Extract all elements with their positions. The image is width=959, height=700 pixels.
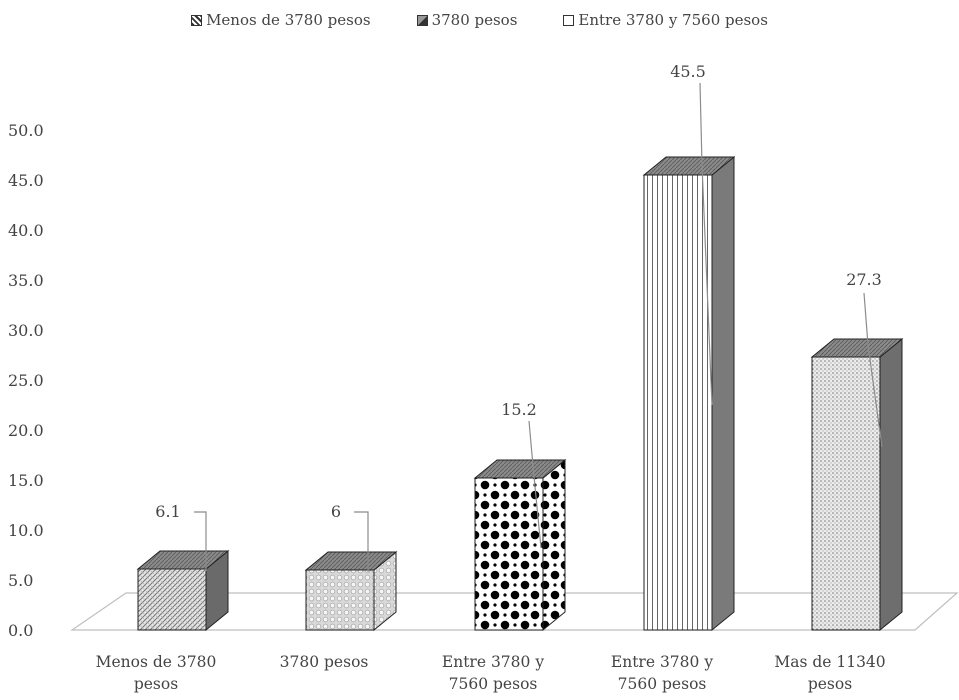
leader-line — [354, 511, 369, 572]
y-tick-label: 40.0 — [8, 221, 44, 240]
bar-front — [643, 174, 713, 631]
bar-front — [474, 477, 544, 631]
data-label: 6.1 — [155, 502, 180, 521]
category-label: Entre 3780 y — [442, 653, 544, 671]
y-tick-label: 45.0 — [8, 171, 44, 190]
category-label: Mas de 11340 — [774, 653, 885, 671]
leader-line — [528, 420, 542, 549]
y-tick-label: 5.0 — [8, 571, 33, 590]
y-axis: 0.0 5.0 10.0 15.0 20.0 25.0 30.0 35.0 40.0 45.0 50… — [8, 121, 44, 640]
category-label: Menos de 3780 — [96, 653, 217, 671]
y-tick-label: 30.0 — [8, 321, 44, 340]
leader-line — [863, 292, 883, 448]
category-label: pesos — [134, 675, 178, 693]
legend-item-1: 3780 pesos — [416, 6, 518, 34]
bar-side — [711, 155, 735, 632]
data-label: 15.2 — [501, 400, 537, 419]
bar — [642, 155, 736, 632]
bar-side — [879, 337, 903, 632]
x-axis: Menos de 3780 pesos 3780 pesos Entre 3780 y… — [96, 653, 886, 693]
y-tick-label: 25.0 — [8, 371, 44, 390]
legend-item-0: Menos de 3780 pesos — [191, 6, 371, 34]
bar — [304, 550, 398, 632]
bar — [473, 458, 567, 632]
category-label: Entre 3780 y — [611, 653, 713, 671]
legend-item-2: Entre 3780 y 7560 pesos — [563, 6, 768, 34]
data-label: 27.3 — [846, 270, 882, 289]
legend-swatch-icon — [191, 14, 203, 26]
category-label: 7560 pesos — [618, 675, 707, 693]
leader-lines — [194, 82, 883, 572]
bar — [810, 337, 904, 632]
y-tick-label: 35.0 — [8, 271, 44, 290]
legend-label: Entre 3780 y 7560 pesos — [578, 11, 768, 29]
category-label: pesos — [808, 675, 852, 693]
legend-swatch-icon — [416, 14, 428, 26]
bar — [136, 549, 230, 632]
chart-floor — [70, 592, 959, 631]
bar-front — [137, 568, 207, 631]
leader-line — [194, 511, 207, 571]
data-labels: 6.1 6 15.2 45.5 27.3 — [155, 62, 882, 521]
y-tick-label: 50.0 — [8, 121, 44, 140]
legend-swatch-icon — [563, 14, 575, 26]
bar-front — [811, 356, 881, 631]
data-label: 6 — [331, 502, 341, 521]
y-tick-label: 15.0 — [8, 471, 44, 490]
y-tick-label: 20.0 — [8, 421, 44, 440]
category-label: 7560 pesos — [449, 675, 538, 693]
y-tick-label: 0.0 — [8, 621, 33, 640]
bar-side — [542, 458, 566, 632]
bar-front — [305, 569, 375, 631]
y-tick-label: 10.0 — [8, 521, 44, 540]
legend: Menos de 3780 pesos 3780 pesos Entre 378… — [0, 6, 959, 34]
floor-plane — [70, 592, 959, 631]
data-label: 45.5 — [670, 62, 706, 81]
legend-label: 3780 pesos — [431, 11, 518, 29]
leader-line — [699, 82, 713, 406]
category-label: 3780 pesos — [280, 653, 369, 671]
bars — [136, 155, 904, 632]
legend-label: Menos de 3780 pesos — [206, 11, 371, 29]
